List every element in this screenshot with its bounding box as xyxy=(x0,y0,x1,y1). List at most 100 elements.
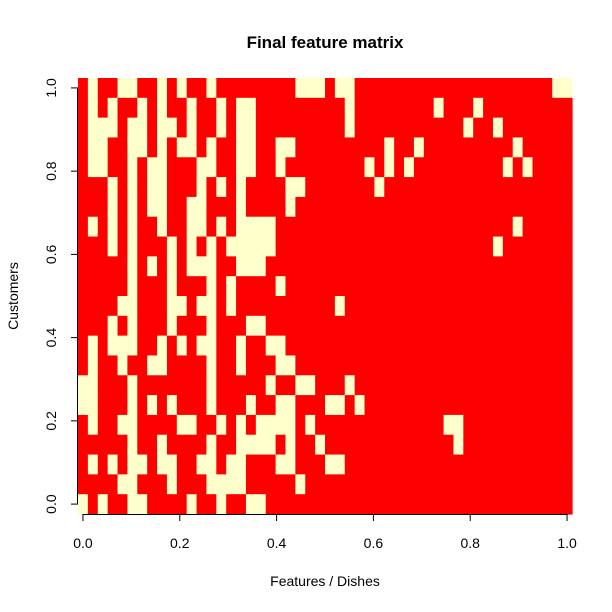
heatmap-cell xyxy=(107,97,119,119)
heatmap-cell xyxy=(404,474,415,495)
heatmap-cell xyxy=(295,216,306,238)
heatmap-cell xyxy=(453,157,464,178)
heatmap-cell xyxy=(384,97,395,119)
heatmap-cell xyxy=(186,256,198,277)
heatmap-cell xyxy=(532,494,543,515)
heatmap-cell xyxy=(245,117,257,139)
heatmap-cell xyxy=(552,494,563,515)
heatmap-cell xyxy=(137,434,148,456)
heatmap-cell xyxy=(453,315,464,337)
heatmap-cell xyxy=(413,375,425,396)
heatmap-cell xyxy=(305,137,316,158)
heatmap-cell xyxy=(107,434,119,456)
heatmap-cell xyxy=(344,196,356,218)
heatmap-cell xyxy=(305,177,316,198)
heatmap-cell xyxy=(137,296,148,317)
heatmap-cell xyxy=(305,236,316,257)
heatmap-cell xyxy=(236,276,247,297)
heatmap-cell xyxy=(255,216,267,238)
heatmap-cell xyxy=(196,355,208,376)
heatmap-cell xyxy=(394,276,405,297)
heatmap-cell xyxy=(157,375,168,396)
heatmap-cell xyxy=(147,375,158,396)
heatmap-cell xyxy=(374,97,385,119)
heatmap-cell xyxy=(473,414,484,436)
heatmap-cell xyxy=(483,177,494,198)
heatmap-cell xyxy=(423,177,435,198)
heatmap-cell xyxy=(97,117,109,139)
heatmap-cell xyxy=(502,335,514,357)
heatmap-cell xyxy=(562,494,573,515)
heatmap-cell xyxy=(137,196,148,218)
heatmap-cell xyxy=(325,296,336,317)
heatmap-cell xyxy=(117,196,128,218)
heatmap-cell xyxy=(265,434,277,456)
heatmap-cell xyxy=(206,78,217,99)
heatmap-cell xyxy=(107,375,119,396)
heatmap-cell xyxy=(166,137,178,158)
heatmap-cell xyxy=(87,157,99,178)
heatmap-cell xyxy=(87,216,99,238)
heatmap-cell xyxy=(433,78,445,99)
heatmap-cell xyxy=(473,375,484,396)
heatmap-cell xyxy=(117,137,128,158)
heatmap-cell xyxy=(433,474,445,495)
heatmap-cell xyxy=(78,236,89,257)
heatmap-cell xyxy=(295,256,306,277)
heatmap-cell xyxy=(404,315,415,337)
heatmap-cell xyxy=(295,177,306,198)
heatmap-cell xyxy=(216,137,227,158)
heatmap-cell xyxy=(226,256,237,277)
heatmap-cell xyxy=(236,97,247,119)
heatmap-cell xyxy=(483,137,494,158)
heatmap-cell xyxy=(443,474,455,495)
x-tick-label: 0.6 xyxy=(364,535,384,551)
heatmap-cell xyxy=(443,315,455,337)
heatmap-cell xyxy=(394,216,405,238)
heatmap-cell xyxy=(196,454,208,475)
heatmap-cell xyxy=(443,454,455,475)
heatmap-cell xyxy=(147,196,158,218)
heatmap-cell xyxy=(176,117,188,139)
heatmap-cell xyxy=(226,414,237,436)
heatmap-cell xyxy=(226,395,237,416)
heatmap-cell xyxy=(265,454,277,475)
heatmap-cell xyxy=(334,296,346,317)
heatmap-cell xyxy=(117,97,128,119)
heatmap-cell xyxy=(463,236,474,257)
heatmap-cell xyxy=(473,177,484,198)
heatmap-cell xyxy=(562,256,573,277)
heatmap-cell xyxy=(186,157,198,178)
heatmap-cell xyxy=(315,97,326,119)
heatmap-cell xyxy=(265,216,277,238)
heatmap-cell xyxy=(216,315,227,337)
heatmap-cell xyxy=(196,335,208,357)
heatmap-cell xyxy=(255,296,267,317)
heatmap-cell xyxy=(354,434,366,456)
heatmap-cell xyxy=(522,97,534,119)
heatmap-cell xyxy=(384,335,395,357)
heatmap-cell xyxy=(542,177,553,198)
heatmap-cell xyxy=(344,296,356,317)
heatmap-cell xyxy=(423,276,435,297)
heatmap-cell xyxy=(147,434,158,456)
heatmap-cell xyxy=(245,97,257,119)
heatmap-cell xyxy=(502,97,514,119)
heatmap-cell xyxy=(512,335,524,357)
heatmap-cell xyxy=(315,414,326,436)
heatmap-cell xyxy=(245,454,257,475)
heatmap-cell xyxy=(305,256,316,277)
heatmap-cell xyxy=(157,216,168,238)
heatmap-cell xyxy=(364,97,375,119)
heatmap-cell xyxy=(532,315,543,337)
heatmap-cell xyxy=(107,78,119,99)
heatmap-cell xyxy=(255,395,267,416)
heatmap-cell xyxy=(354,375,366,396)
heatmap-cell xyxy=(107,454,119,475)
heatmap-cell xyxy=(453,256,464,277)
heatmap-cell xyxy=(492,454,504,475)
heatmap-cell xyxy=(542,414,553,436)
heatmap-cell xyxy=(423,355,435,376)
heatmap-cell xyxy=(473,454,484,475)
heatmap-cell xyxy=(236,395,247,416)
